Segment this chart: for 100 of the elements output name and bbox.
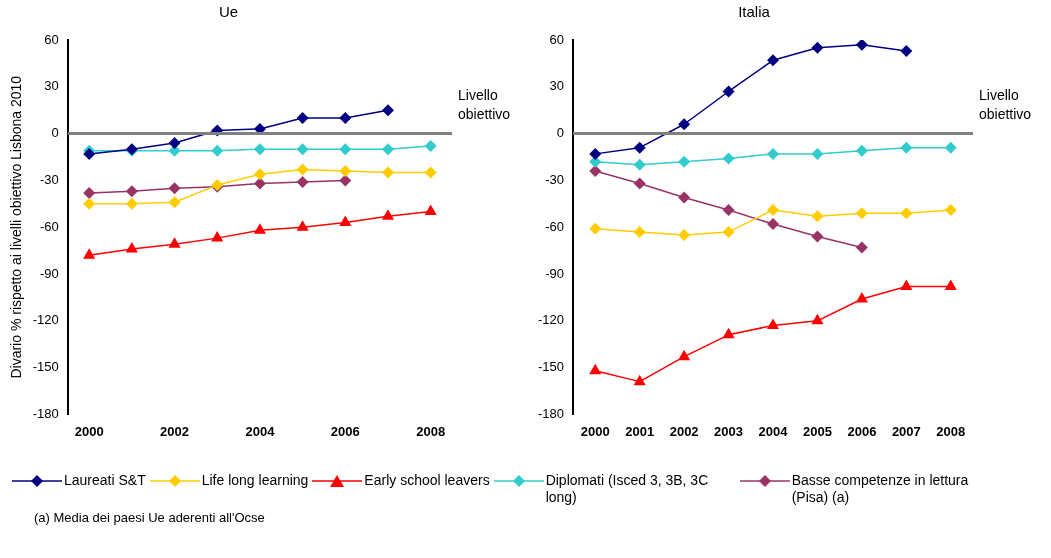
point bbox=[811, 41, 824, 54]
legend-label: Basse competenze in lettura (Pisa) (a) bbox=[791, 472, 970, 506]
point bbox=[424, 140, 437, 153]
point bbox=[633, 158, 646, 171]
y-axis-title: Divario % rispetto ai livelli obiettivo Lisbona 2010 bbox=[8, 75, 25, 379]
point bbox=[589, 147, 602, 160]
point bbox=[678, 229, 691, 241]
point bbox=[125, 185, 138, 198]
point bbox=[296, 220, 309, 231]
point bbox=[722, 152, 735, 165]
point bbox=[678, 155, 691, 168]
y-tick-label: 0 bbox=[51, 125, 59, 141]
x-tick-label: 2003 bbox=[714, 423, 744, 439]
point bbox=[900, 141, 913, 154]
point bbox=[339, 165, 352, 178]
point bbox=[339, 143, 352, 156]
point bbox=[767, 54, 780, 67]
point bbox=[811, 147, 824, 160]
y-tick-label: -180 bbox=[32, 405, 59, 421]
point bbox=[589, 165, 602, 178]
y-tick-label: -60 bbox=[40, 218, 59, 234]
point bbox=[589, 363, 602, 375]
point bbox=[855, 207, 868, 220]
point bbox=[296, 143, 309, 156]
point bbox=[678, 191, 691, 204]
y-tick-label: -120 bbox=[537, 312, 565, 328]
point bbox=[168, 237, 181, 248]
x-tick-label: 2001 bbox=[625, 423, 655, 439]
y-tick-label: -30 bbox=[545, 171, 565, 187]
point bbox=[678, 349, 691, 361]
point bbox=[722, 225, 735, 238]
point bbox=[253, 168, 266, 181]
y-tick-label: -90 bbox=[40, 265, 59, 281]
x-tick-label: 2004 bbox=[758, 423, 789, 439]
point bbox=[944, 141, 957, 154]
point bbox=[900, 207, 913, 220]
point bbox=[125, 242, 138, 253]
y-tick-label: 0 bbox=[556, 125, 565, 141]
x-tick-label: 2008 bbox=[936, 423, 966, 439]
legend-label: Laureati S&T bbox=[64, 472, 146, 489]
chart-title: Ue bbox=[218, 3, 239, 21]
y-tick-label: -150 bbox=[537, 359, 565, 375]
x-tick-label: 2006 bbox=[330, 423, 360, 439]
point bbox=[855, 241, 868, 254]
point bbox=[678, 118, 691, 131]
point bbox=[633, 177, 646, 190]
point bbox=[381, 143, 394, 156]
point bbox=[339, 174, 352, 187]
x-tick-label: 2002 bbox=[160, 423, 189, 439]
point bbox=[767, 218, 780, 231]
point bbox=[253, 223, 266, 234]
point bbox=[767, 147, 780, 160]
legend-label: Early school leavers bbox=[364, 472, 490, 489]
x-tick-label: 2002 bbox=[669, 423, 699, 439]
y-tick-label: -150 bbox=[32, 359, 59, 375]
y-tick-label: -60 bbox=[545, 218, 565, 234]
point bbox=[339, 215, 352, 227]
point bbox=[855, 291, 868, 303]
x-tick-label: 2000 bbox=[580, 423, 610, 439]
y-tick-label: 60 bbox=[549, 31, 565, 47]
legend-label: Diplomati (Isced 3, 3B, 3C long) bbox=[545, 472, 710, 506]
point bbox=[811, 313, 824, 325]
point bbox=[944, 204, 957, 217]
point bbox=[83, 186, 96, 199]
point bbox=[811, 210, 824, 223]
y-tick-label: -180 bbox=[537, 405, 565, 421]
point bbox=[722, 204, 735, 217]
point bbox=[900, 279, 913, 290]
legend-label: Life long learning bbox=[201, 472, 309, 489]
point bbox=[633, 225, 646, 238]
point bbox=[633, 374, 646, 386]
point bbox=[168, 196, 181, 209]
y-tick-label: 30 bbox=[44, 78, 59, 94]
point bbox=[722, 85, 735, 98]
point bbox=[296, 175, 309, 188]
x-tick-label: 2006 bbox=[847, 423, 877, 439]
x-tick-label: 2008 bbox=[416, 423, 446, 439]
point bbox=[381, 166, 394, 179]
x-tick-label: 2004 bbox=[245, 423, 276, 439]
point bbox=[381, 209, 395, 220]
ref-line-label: Livello obiettivo bbox=[979, 86, 1032, 122]
point bbox=[211, 231, 224, 242]
point bbox=[296, 112, 309, 124]
point bbox=[253, 177, 266, 190]
point bbox=[811, 230, 824, 243]
point bbox=[253, 143, 266, 156]
point bbox=[168, 182, 181, 195]
x-tick-label: 2007 bbox=[891, 423, 921, 439]
point bbox=[296, 163, 309, 176]
text: (a) Media dei paesi Ue aderenti all'Ocse bbox=[34, 510, 266, 525]
point bbox=[168, 136, 181, 149]
point bbox=[381, 104, 394, 117]
point bbox=[722, 327, 735, 339]
point bbox=[944, 279, 957, 290]
point bbox=[83, 197, 96, 210]
chart-title: Italia bbox=[738, 3, 771, 21]
point bbox=[855, 144, 868, 157]
y-tick-label: 60 bbox=[44, 31, 59, 47]
point bbox=[339, 112, 352, 124]
point bbox=[125, 197, 138, 210]
